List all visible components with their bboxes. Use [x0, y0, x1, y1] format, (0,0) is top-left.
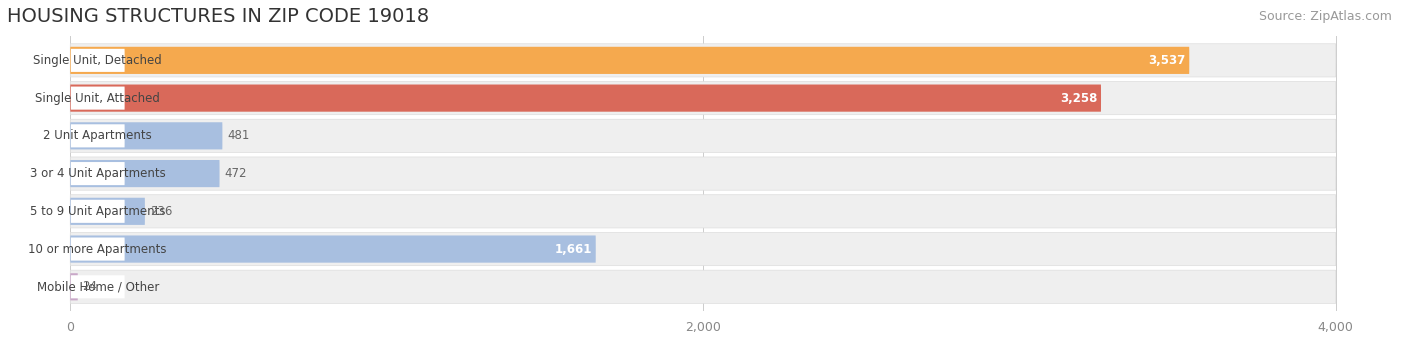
FancyBboxPatch shape [70, 238, 125, 261]
FancyBboxPatch shape [70, 81, 1336, 115]
Text: Single Unit, Attached: Single Unit, Attached [35, 92, 160, 105]
FancyBboxPatch shape [70, 160, 219, 187]
Text: HOUSING STRUCTURES IN ZIP CODE 19018: HOUSING STRUCTURES IN ZIP CODE 19018 [7, 7, 429, 26]
FancyBboxPatch shape [70, 273, 77, 300]
Text: Source: ZipAtlas.com: Source: ZipAtlas.com [1258, 10, 1392, 23]
Text: Mobile Home / Other: Mobile Home / Other [37, 280, 159, 293]
FancyBboxPatch shape [70, 85, 1101, 112]
FancyBboxPatch shape [70, 275, 125, 298]
Text: 236: 236 [149, 205, 172, 218]
Text: 3,258: 3,258 [1060, 92, 1097, 105]
FancyBboxPatch shape [70, 44, 1336, 77]
FancyBboxPatch shape [70, 157, 1336, 190]
FancyBboxPatch shape [70, 198, 145, 225]
Text: 3 or 4 Unit Apartments: 3 or 4 Unit Apartments [30, 167, 166, 180]
Text: 3,537: 3,537 [1149, 54, 1185, 67]
Text: 2 Unit Apartments: 2 Unit Apartments [44, 129, 152, 142]
Text: 10 or more Apartments: 10 or more Apartments [28, 242, 167, 255]
FancyBboxPatch shape [70, 122, 222, 149]
FancyBboxPatch shape [70, 200, 125, 223]
FancyBboxPatch shape [70, 49, 125, 72]
FancyBboxPatch shape [70, 162, 125, 185]
FancyBboxPatch shape [70, 119, 1336, 152]
FancyBboxPatch shape [70, 87, 125, 110]
Text: Single Unit, Detached: Single Unit, Detached [34, 54, 162, 67]
FancyBboxPatch shape [70, 124, 125, 147]
Text: 1,661: 1,661 [554, 242, 592, 255]
FancyBboxPatch shape [70, 236, 596, 263]
FancyBboxPatch shape [70, 195, 1336, 228]
FancyBboxPatch shape [70, 47, 1189, 74]
FancyBboxPatch shape [70, 270, 1336, 303]
Text: 24: 24 [83, 280, 97, 293]
Text: 472: 472 [225, 167, 247, 180]
Text: 481: 481 [228, 129, 249, 142]
FancyBboxPatch shape [70, 233, 1336, 266]
Text: 5 to 9 Unit Apartments: 5 to 9 Unit Apartments [30, 205, 166, 218]
